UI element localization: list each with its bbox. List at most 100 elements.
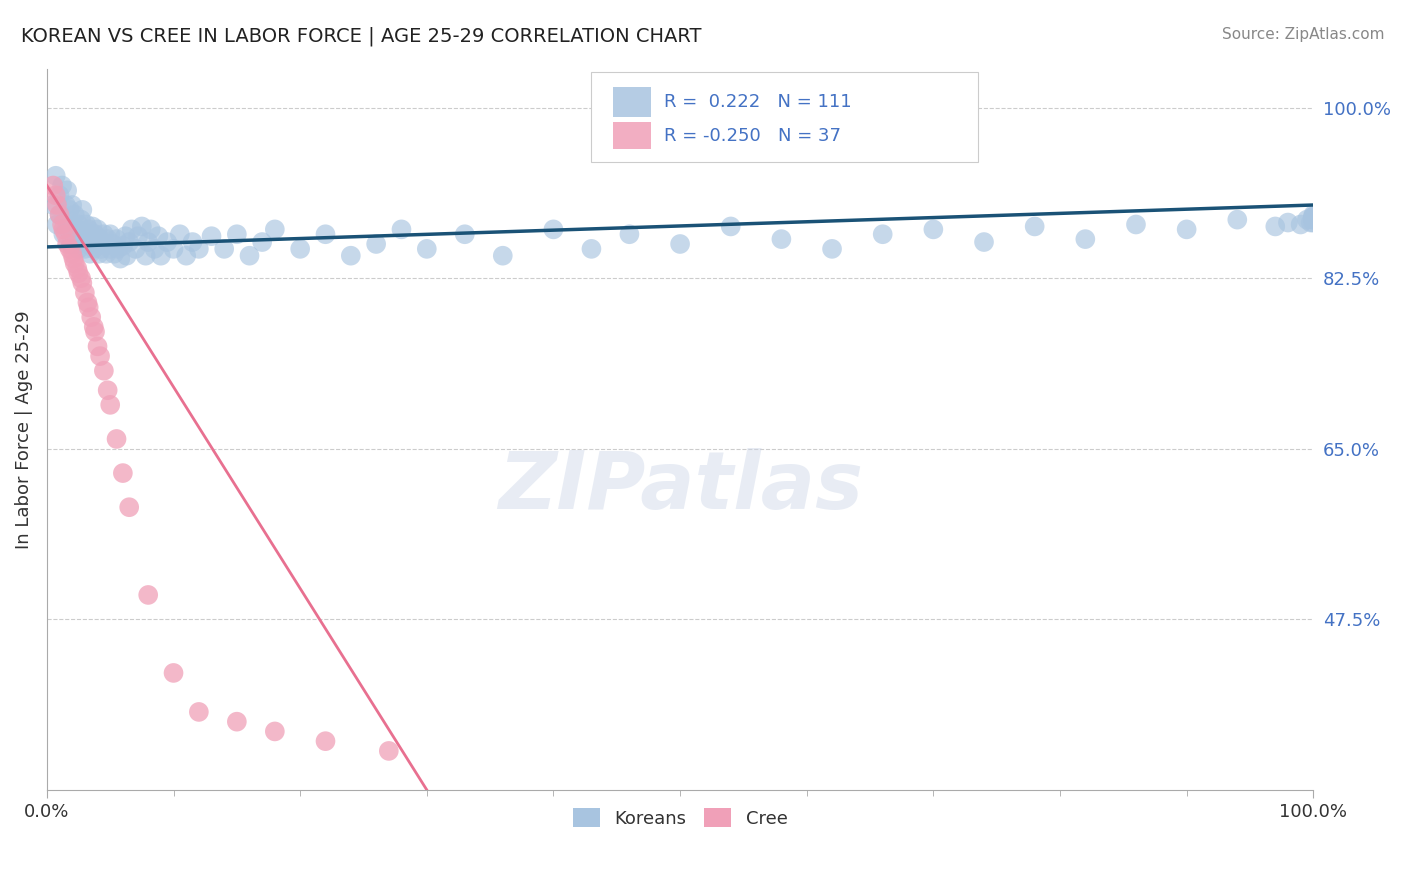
Point — [65, 237, 87, 252]
Point — [225, 714, 247, 729]
FancyBboxPatch shape — [613, 87, 651, 117]
Point — [89, 232, 111, 246]
Point — [162, 242, 184, 256]
FancyBboxPatch shape — [592, 72, 977, 162]
Text: KOREAN VS CREE IN LABOR FORCE | AGE 25-29 CORRELATION CHART: KOREAN VS CREE IN LABOR FORCE | AGE 25-2… — [21, 27, 702, 46]
Point — [1299, 215, 1322, 229]
Point — [48, 208, 70, 222]
Point — [42, 178, 65, 193]
Point — [111, 239, 134, 253]
Point — [83, 242, 105, 256]
Point — [42, 198, 65, 212]
Point — [86, 339, 108, 353]
Point — [1302, 212, 1324, 227]
Point — [1024, 219, 1046, 234]
Point — [67, 266, 90, 280]
Point — [1302, 208, 1324, 222]
Point — [97, 232, 120, 246]
Point — [98, 227, 121, 242]
FancyBboxPatch shape — [613, 122, 651, 149]
Point — [263, 222, 285, 236]
Point — [73, 285, 96, 300]
Point — [46, 218, 69, 232]
Point — [55, 227, 77, 242]
Point — [378, 744, 401, 758]
Y-axis label: In Labor Force | Age 25-29: In Labor Force | Age 25-29 — [15, 310, 32, 549]
Point — [94, 237, 117, 252]
Point — [181, 235, 204, 249]
Point — [1302, 210, 1324, 224]
Point — [619, 227, 641, 242]
Point — [121, 222, 143, 236]
Point — [1264, 219, 1286, 234]
Point — [75, 218, 97, 232]
Point — [454, 227, 477, 242]
Point — [60, 218, 83, 232]
Point — [543, 222, 565, 236]
Point — [76, 237, 98, 252]
Point — [56, 237, 79, 252]
Point — [83, 319, 105, 334]
Point — [340, 249, 363, 263]
Point — [118, 500, 141, 515]
Point — [84, 227, 107, 242]
Point — [103, 246, 125, 260]
Point — [69, 227, 91, 242]
Point — [1302, 212, 1324, 227]
Point — [1125, 218, 1147, 232]
Point — [174, 249, 197, 263]
Point — [84, 325, 107, 339]
Point — [52, 222, 75, 236]
Point — [87, 246, 110, 260]
Point — [1074, 232, 1097, 246]
Point — [169, 227, 191, 242]
Point — [115, 249, 138, 263]
Point — [66, 222, 89, 236]
Point — [59, 242, 82, 256]
Text: R =  0.222   N = 111: R = 0.222 N = 111 — [664, 93, 851, 111]
Point — [72, 276, 94, 290]
Point — [200, 229, 222, 244]
Point — [187, 705, 209, 719]
Point — [250, 235, 273, 249]
Point — [288, 242, 311, 256]
Point — [56, 183, 79, 197]
Point — [127, 229, 149, 244]
Point — [136, 588, 159, 602]
Point — [1302, 215, 1324, 229]
Point — [93, 227, 115, 242]
Point — [118, 235, 141, 249]
Point — [135, 249, 157, 263]
Point — [1296, 212, 1319, 227]
Point — [66, 261, 89, 276]
Point — [111, 466, 134, 480]
Point — [922, 222, 945, 236]
Point — [1175, 222, 1198, 236]
Point — [98, 242, 121, 256]
Point — [96, 246, 118, 260]
Point — [86, 237, 108, 252]
Point — [391, 222, 413, 236]
Text: Source: ZipAtlas.com: Source: ZipAtlas.com — [1222, 27, 1385, 42]
Point — [366, 237, 388, 252]
Text: R = -0.250   N = 37: R = -0.250 N = 37 — [664, 127, 841, 145]
Point — [669, 237, 692, 252]
Text: ZIPatlas: ZIPatlas — [498, 448, 863, 526]
Point — [107, 242, 129, 256]
Point — [79, 246, 101, 260]
Point — [315, 734, 337, 748]
Point — [821, 242, 844, 256]
Point — [114, 229, 136, 244]
Point — [238, 249, 260, 263]
Point — [59, 202, 82, 217]
Point — [212, 242, 235, 256]
Point — [872, 227, 894, 242]
Point — [143, 242, 166, 256]
Point — [105, 232, 128, 246]
Point — [76, 295, 98, 310]
Point — [90, 242, 112, 256]
Point — [80, 310, 103, 325]
Point — [187, 242, 209, 256]
Point — [149, 249, 172, 263]
Point — [63, 227, 86, 242]
